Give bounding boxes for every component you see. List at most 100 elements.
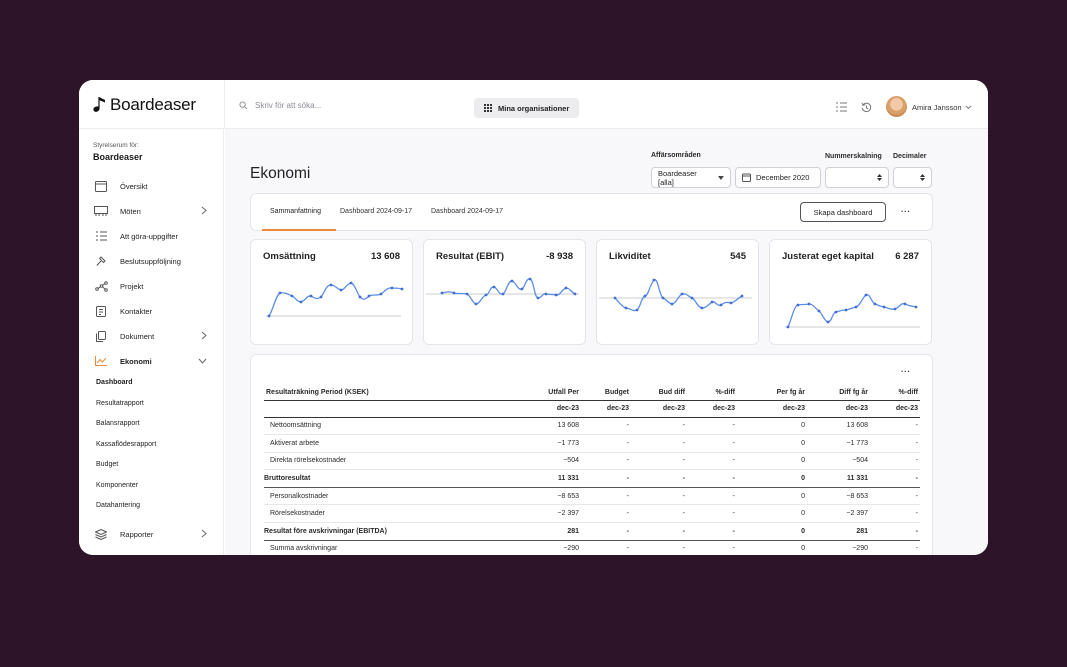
sidebar: Styrelserum för: Boardeaser Översikt Möt… — [79, 129, 224, 555]
table-cell: - — [870, 522, 920, 541]
table-row: Direkta rörelsekostnader −504- - -0 −504- — [264, 452, 920, 471]
decimals-select[interactable] — [893, 167, 932, 188]
column-header: Utfall Per — [548, 388, 579, 396]
sidebar-item-kontakter[interactable]: Kontakter — [93, 302, 211, 320]
sidebar-sub-komponenter[interactable]: Komponenter — [96, 482, 139, 489]
room-name: Boardeaser — [93, 152, 143, 162]
row-label: Summa avskrivningar — [264, 540, 529, 555]
organizations-button[interactable]: Mina organisationer — [474, 98, 580, 118]
search-input[interactable] — [255, 101, 375, 110]
organizations-label: Mina organisationer — [498, 103, 570, 113]
logo-icon — [93, 97, 105, 112]
table-subheader-row: dec-23 dec-23 dec-23 dec-23 dec-23 dec-2… — [264, 399, 920, 418]
table-cell: - — [631, 469, 687, 488]
sidebar-sub-balansrapport[interactable]: Balansrapport — [96, 420, 140, 427]
table-cell: - — [687, 540, 737, 555]
table-cell: - — [581, 452, 631, 471]
table-cell: 11 331 — [807, 469, 870, 488]
row-label: Aktiverat arbete — [264, 434, 529, 453]
table-row: Rörelsekostnader −2 397- - -0 −2 397- — [264, 504, 920, 524]
kpi-card[interactable]: Justerat eget kapital 6 287 — [769, 239, 932, 345]
tasks-icon[interactable] — [836, 102, 847, 112]
active-tab-indicator — [262, 229, 336, 231]
avatar[interactable] — [886, 96, 907, 117]
kpi-card[interactable]: Likviditet 545 — [596, 239, 759, 345]
more-options-icon[interactable]: ··· — [901, 367, 911, 376]
sidebar-sub-dashboard[interactable]: Dashboard — [96, 379, 133, 386]
table-cell: - — [581, 434, 631, 453]
sidebar-sub-resultatrapport[interactable]: Resultatrapport — [96, 400, 144, 407]
date-select[interactable]: December 2020 — [735, 167, 821, 188]
sidebar-item-oversikt[interactable]: Översikt — [93, 177, 211, 195]
table-cell: 281 — [529, 522, 581, 541]
table-cell: 0 — [737, 504, 807, 524]
table-row: Aktiverat arbete −1 773- - -0 −1 773- — [264, 434, 920, 453]
sidebar-item-rapporter[interactable]: Rapporter — [93, 525, 211, 543]
table-cell: - — [581, 522, 631, 541]
chevron-right-icon — [201, 529, 207, 538]
table-cell: - — [687, 434, 737, 453]
scale-select[interactable] — [825, 167, 889, 188]
column-header: Diff fg år — [839, 388, 868, 396]
table-cell: - — [870, 540, 920, 555]
date-select-value: December 2020 — [756, 173, 810, 182]
sidebar-item-moten[interactable]: Möten — [93, 202, 211, 220]
sidebar-sub-budget[interactable]: Budget — [96, 461, 119, 468]
calendar-icon — [742, 173, 751, 182]
column-header: Per fg år — [776, 388, 805, 396]
kpi-card[interactable]: Resultat (EBIT) -8 938 — [423, 239, 586, 345]
search-bar[interactable] — [239, 101, 375, 110]
sidebar-item-beslutsuppfoljning[interactable]: Beslutsuppföljning — [93, 252, 211, 270]
column-header: Bud diff — [658, 388, 685, 396]
history-icon[interactable] — [861, 102, 872, 113]
sidebar-item-label: Rapporter — [120, 529, 154, 539]
kpi-value: 13 608 — [370, 251, 400, 262]
sidebar-item-projekt[interactable]: Projekt — [93, 277, 211, 295]
table-cell: - — [687, 522, 737, 541]
chevron-down-icon — [965, 105, 971, 110]
sidebar-item-ekonomi[interactable]: Ekonomi — [93, 352, 211, 370]
table-cell: 0 — [737, 540, 807, 555]
table-cell: 0 — [737, 469, 807, 488]
table-cell: 13 608 — [529, 417, 581, 436]
table-cell: - — [687, 417, 737, 436]
table-cell: - — [581, 469, 631, 488]
sidebar-item-dokument[interactable]: Dokument — [93, 327, 211, 345]
chevron-right-icon — [201, 331, 207, 340]
kpi-value: 6 287 — [895, 251, 919, 262]
table-row: Nettoomsättning 13 608- - -0 13 608- — [264, 417, 920, 436]
table-cell: −290 — [807, 540, 870, 555]
column-header: Resultaträkning Period (KSEK) — [266, 388, 369, 396]
table-cell: - — [581, 487, 631, 506]
table-row: Personalkostnader −8 653- - -0 −8 653- — [264, 487, 920, 506]
tab-dashboard-2[interactable]: Dashboard 2024-09-17 — [431, 208, 503, 215]
more-options-icon[interactable]: ··· — [901, 207, 911, 216]
table-cell: - — [631, 434, 687, 453]
room-label: Styrelserum för: — [93, 142, 139, 149]
table-cell: 11 331 — [529, 469, 581, 488]
sidebar-item-label: Översikt — [120, 181, 148, 191]
row-label: Direkta rörelsekostnader — [264, 452, 529, 471]
table-cell: - — [581, 417, 631, 436]
kpi-card[interactable]: Omsättning 13 608 — [250, 239, 413, 345]
row-label: Personalkostnader — [264, 487, 529, 506]
column-subheader: dec-23 — [870, 399, 920, 418]
sparkline — [426, 277, 579, 306]
sidebar-item-label: Att göra-uppgifter — [120, 231, 178, 241]
sparkline — [599, 278, 752, 312]
decimals-label: Decimaler — [893, 153, 927, 160]
top-icons — [836, 102, 872, 113]
sidebar-item-att-gora[interactable]: Att göra-uppgifter — [93, 227, 211, 245]
table-cell: −1 773 — [529, 434, 581, 453]
area-select[interactable]: Boardeaser [alla] — [651, 167, 731, 188]
tab-dashboard-1[interactable]: Dashboard 2024-09-17 — [340, 208, 412, 215]
logo[interactable]: Boardeaser — [93, 95, 196, 115]
sidebar-sub-kassaflodesrapport[interactable]: Kassaflödesrapport — [96, 441, 157, 448]
dropdown-icon — [718, 175, 724, 180]
sidebar-sub-datahantering[interactable]: Datahantering — [96, 502, 140, 509]
tab-sammanfattning[interactable]: Sammanfattning — [270, 208, 321, 215]
user-menu[interactable]: Amira Jansson — [912, 103, 972, 112]
create-dashboard-button[interactable]: Skapa dashboard — [800, 202, 886, 222]
sidebar-item-label: Kontakter — [120, 306, 153, 316]
table-row: Resultat före avskrivningar (EBITDA) 281-… — [264, 522, 920, 541]
